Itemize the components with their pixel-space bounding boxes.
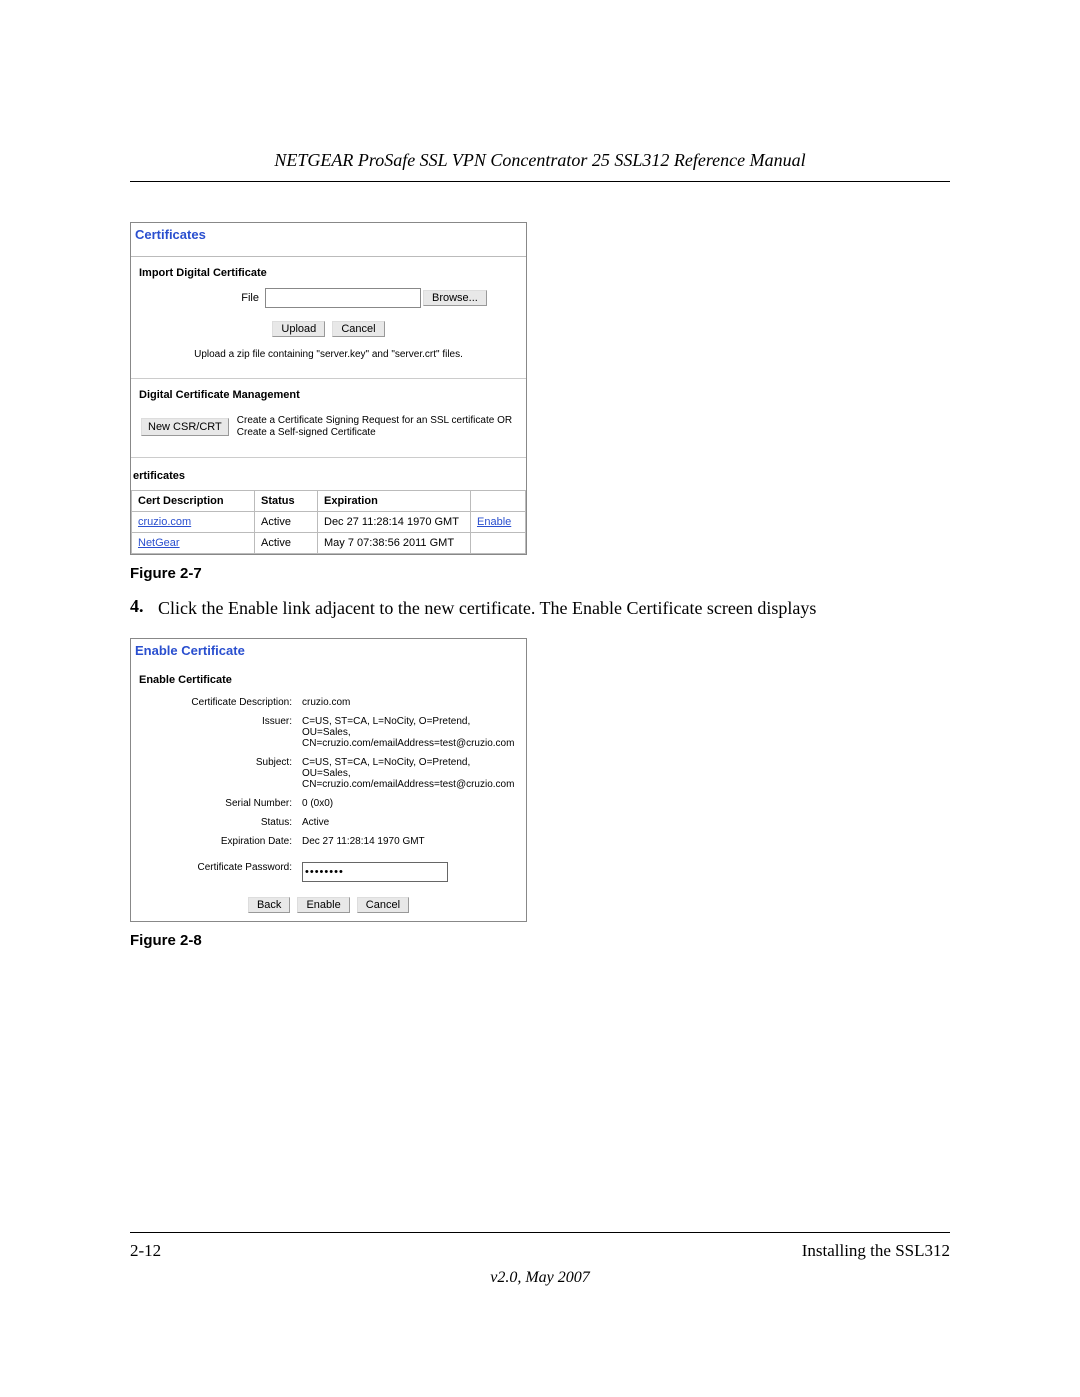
cert-expiration: May 7 07:38:56 2011 GMT bbox=[318, 533, 471, 554]
browse-button[interactable]: Browse... bbox=[423, 290, 487, 306]
certificates-panel: Certificates Import Digital Certificate … bbox=[130, 222, 527, 555]
enable-section-title: Enable Certificate bbox=[131, 668, 526, 692]
certificate-password-input[interactable] bbox=[302, 862, 448, 882]
enable-certificate-panel: Enable Certificate Enable Certificate Ce… bbox=[130, 638, 527, 922]
cert-link-cruzio[interactable]: cruzio.com bbox=[138, 516, 191, 528]
figure-caption-2-8: Figure 2-8 bbox=[130, 932, 950, 949]
cert-action bbox=[471, 533, 526, 554]
cert-status: Active bbox=[255, 533, 318, 554]
label-cert-description: Certificate Description: bbox=[133, 694, 296, 711]
upload-button[interactable]: Upload bbox=[272, 321, 325, 337]
cert-link-netgear[interactable]: NetGear bbox=[138, 537, 180, 549]
label-status: Status: bbox=[133, 814, 296, 831]
value-cert-description: cruzio.com bbox=[298, 694, 524, 711]
table-row: NetGear Active May 7 07:38:56 2011 GMT bbox=[132, 533, 526, 554]
col-action bbox=[471, 491, 526, 512]
page-footer: 2-12 Installing the SSL312 v2.0, May 200… bbox=[130, 1232, 950, 1287]
label-serial: Serial Number: bbox=[133, 795, 296, 812]
label-issuer: Issuer: bbox=[133, 713, 296, 752]
step-4: 4. Click the Enable link adjacent to the… bbox=[130, 596, 950, 620]
value-status: Active bbox=[298, 814, 524, 831]
upload-hint: Upload a zip file containing "server.key… bbox=[131, 339, 526, 378]
file-label: File bbox=[139, 292, 265, 304]
value-issuer: C=US, ST=CA, L=NoCity, O=Pretend, OU=Sal… bbox=[298, 713, 524, 752]
dcm-description: Create a Certificate Signing Request for… bbox=[237, 415, 518, 439]
table-row: cruzio.com Active Dec 27 11:28:14 1970 G… bbox=[132, 512, 526, 533]
file-input[interactable] bbox=[265, 288, 421, 308]
doc-version: v2.0, May 2007 bbox=[130, 1269, 950, 1287]
label-expiration-date: Expiration Date: bbox=[133, 833, 296, 850]
value-subject: C=US, ST=CA, L=NoCity, O=Pretend, OU=Sal… bbox=[298, 754, 524, 793]
panel-title-certificates: Certificates bbox=[131, 223, 526, 257]
label-cert-password: Certificate Password: bbox=[133, 852, 296, 885]
panel-title-enable: Enable Certificate bbox=[131, 639, 526, 668]
cert-expiration: Dec 27 11:28:14 1970 GMT bbox=[318, 512, 471, 533]
cancel-upload-button[interactable]: Cancel bbox=[332, 321, 384, 337]
step-number: 4. bbox=[130, 596, 158, 620]
col-cert-description: Cert Description bbox=[132, 491, 255, 512]
cancel-enable-button[interactable]: Cancel bbox=[357, 897, 409, 913]
step-text: Click the Enable link adjacent to the ne… bbox=[158, 596, 950, 620]
label-subject: Subject: bbox=[133, 754, 296, 793]
certificate-info-table: Certificate Description:cruzio.com Issue… bbox=[131, 692, 526, 887]
certificates-list-heading: ertificates bbox=[131, 458, 526, 490]
col-expiration: Expiration bbox=[318, 491, 471, 512]
back-button[interactable]: Back bbox=[248, 897, 290, 913]
value-expiration-date: Dec 27 11:28:14 1970 GMT bbox=[298, 833, 524, 850]
enable-link[interactable]: Enable bbox=[477, 516, 511, 528]
enable-button[interactable]: Enable bbox=[297, 897, 349, 913]
certificates-table: Cert Description Status Expiration cruzi… bbox=[131, 490, 526, 554]
new-csr-button[interactable]: New CSR/CRT bbox=[141, 418, 229, 436]
col-status: Status bbox=[255, 491, 318, 512]
import-section-title: Import Digital Certificate bbox=[131, 257, 526, 285]
doc-header: NETGEAR ProSafe SSL VPN Concentrator 25 … bbox=[130, 150, 950, 182]
figure-caption-2-7: Figure 2-7 bbox=[130, 565, 950, 582]
section-name: Installing the SSL312 bbox=[802, 1241, 950, 1261]
dcm-section-title: Digital Certificate Management bbox=[131, 379, 526, 407]
page-number: 2-12 bbox=[130, 1241, 161, 1261]
value-serial: 0 (0x0) bbox=[298, 795, 524, 812]
cert-status: Active bbox=[255, 512, 318, 533]
